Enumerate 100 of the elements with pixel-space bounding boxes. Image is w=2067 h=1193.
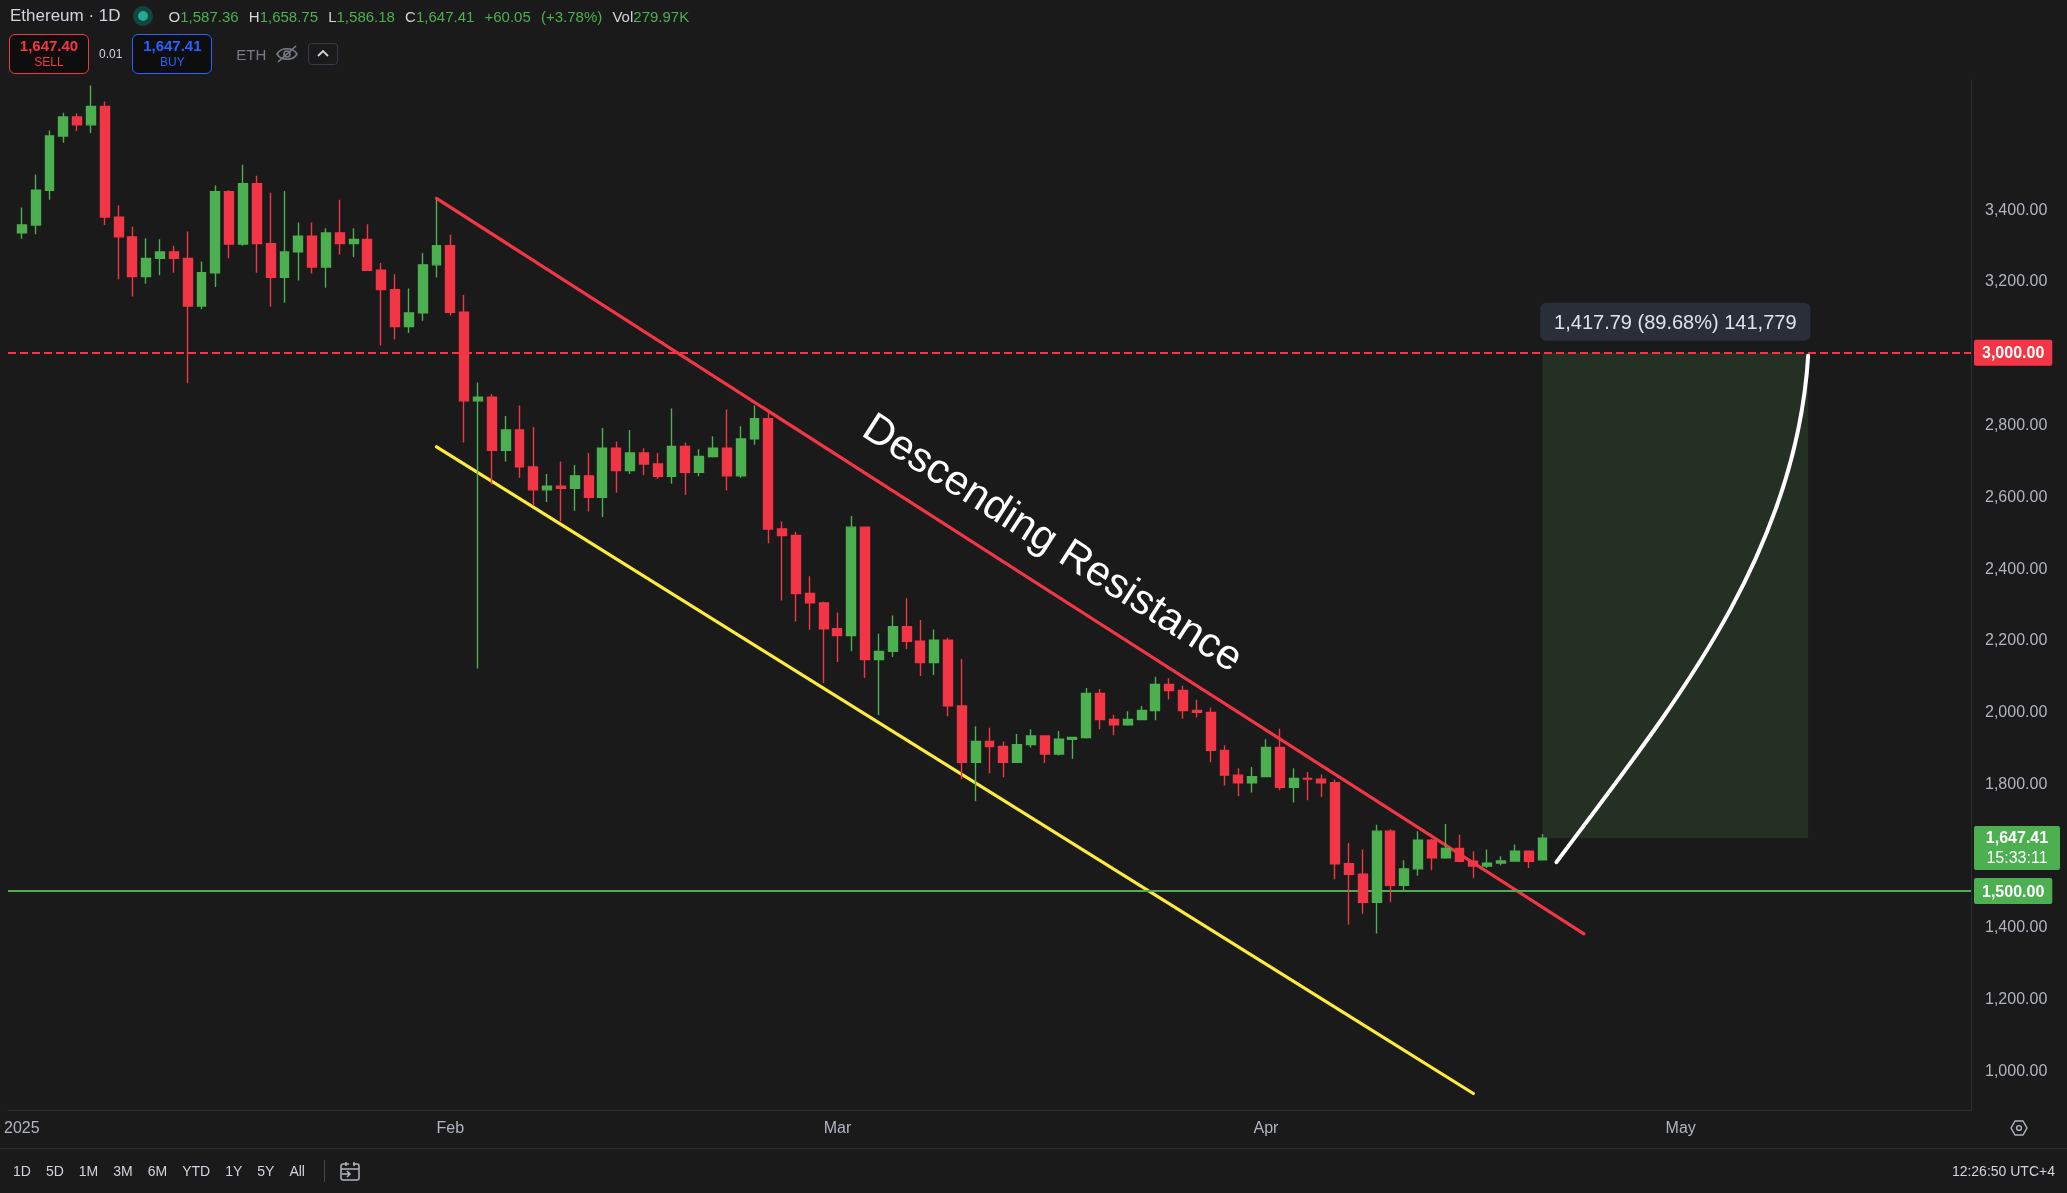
ref-line-label: 1,500.00 — [1982, 882, 2045, 900]
candlestick — [431, 199, 442, 279]
candlestick — [596, 427, 608, 518]
band-label: 1,417.79 (89.68%) 141,779 — [1554, 310, 1797, 333]
candlestick — [624, 429, 636, 475]
candlestick — [1523, 849, 1535, 869]
candlestick — [500, 415, 512, 463]
candlestick — [306, 221, 318, 275]
candlestick — [873, 633, 885, 716]
text: 12:26:50 UTC+4 — [1951, 1162, 2055, 1181]
candlestick — [1440, 823, 1452, 860]
candlestick — [914, 619, 926, 677]
candlestick — [1053, 730, 1065, 757]
text: 15:33:11 — [1985, 848, 2049, 869]
candlestick — [1343, 842, 1355, 926]
candlestick — [1094, 688, 1106, 730]
candlestick — [1025, 728, 1037, 749]
candlestick — [790, 531, 802, 623]
candlestick — [569, 464, 581, 512]
candlestick — [403, 287, 415, 334]
text: 1D 5D 1M 3M 6M YTD 1Y 5Y All — [13, 1163, 305, 1179]
candlestick — [196, 260, 207, 311]
candlestick — [928, 628, 940, 676]
candlestick — [887, 614, 899, 658]
candlestick — [1495, 855, 1507, 866]
text: 0.01 — [99, 47, 123, 61]
candlestick — [1039, 734, 1051, 764]
candlestick — [113, 204, 125, 280]
candlestick — [514, 404, 525, 479]
candlestick — [693, 448, 705, 477]
candlestick — [223, 189, 235, 260]
candlestick — [1481, 848, 1493, 869]
candlestick — [555, 460, 567, 523]
candlestick — [1329, 778, 1341, 880]
candlestick — [1315, 773, 1327, 798]
candlestick — [16, 206, 28, 240]
candlestick — [1260, 738, 1272, 779]
candlestick — [1232, 767, 1244, 798]
candlestick — [140, 237, 152, 285]
candlestick — [776, 520, 788, 602]
candlestick — [527, 426, 539, 507]
candlestick — [472, 381, 484, 670]
text: O1,587.36 H1,658.75 L1,586.18 C1,647.41 +60.05 (+3.78%) Vol279.97K — [168, 7, 690, 25]
y-tick-label: 3,200.00 — [1985, 272, 2048, 290]
candlestick — [154, 238, 166, 276]
candlestick — [583, 452, 595, 513]
candlestick — [237, 164, 249, 247]
candlestick — [292, 221, 304, 282]
candlestick — [85, 84, 97, 134]
candlestick — [970, 725, 982, 803]
candlestick — [486, 393, 498, 486]
candlestick — [956, 658, 968, 780]
candlestick — [679, 441, 691, 496]
candlestick — [1191, 699, 1203, 719]
candlestick — [804, 575, 816, 631]
candlestick — [1384, 828, 1396, 903]
candlestick — [1163, 677, 1175, 701]
candlestick — [652, 452, 664, 480]
candlestick — [279, 190, 290, 304]
candlestick — [1136, 705, 1148, 721]
candlestick — [334, 199, 346, 256]
candlestick — [721, 408, 733, 492]
candlestick — [1219, 744, 1230, 787]
candlestick — [265, 191, 277, 308]
y-tick-label: 1,000.00 — [1985, 1062, 2048, 1080]
candlestick — [1205, 706, 1217, 763]
text: ETH — [236, 45, 267, 63]
candlestick — [251, 175, 263, 274]
x-tick-label: May — [1665, 1118, 1696, 1136]
candlestick — [1357, 848, 1369, 915]
candlestick — [735, 425, 747, 479]
y-tick-label: 1,400.00 — [1985, 918, 2048, 936]
candlestick — [30, 173, 42, 236]
candlestick — [749, 404, 760, 446]
candlestick — [1080, 687, 1092, 740]
candlestick — [942, 637, 954, 717]
candlestick — [348, 227, 360, 258]
candlestick — [1288, 767, 1300, 804]
candlestick — [1302, 771, 1313, 801]
candlestick — [444, 233, 456, 317]
candlestick — [762, 411, 774, 545]
candlestick — [610, 440, 622, 494]
x-tick-label: Apr — [1253, 1118, 1280, 1136]
y-tick-label: 2,600.00 — [1985, 487, 2048, 505]
candlestick — [71, 112, 83, 132]
y-tick-label: 3,400.00 — [1985, 200, 2048, 218]
y-tick-label: 1,200.00 — [1985, 990, 2048, 1008]
text: 1,647.41 — [1984, 828, 2050, 849]
candlestick — [375, 262, 387, 347]
candlestick — [845, 515, 857, 653]
y-tick-label: 2,800.00 — [1985, 416, 2048, 434]
candlestick — [831, 611, 843, 663]
candlestick — [57, 111, 69, 144]
candlestick — [1537, 833, 1548, 861]
candlestick — [1177, 685, 1189, 720]
candlestick — [44, 129, 55, 201]
candlestick — [638, 447, 650, 476]
candlestick — [1011, 733, 1023, 764]
candlestick — [541, 473, 553, 503]
candlestick — [99, 100, 111, 226]
